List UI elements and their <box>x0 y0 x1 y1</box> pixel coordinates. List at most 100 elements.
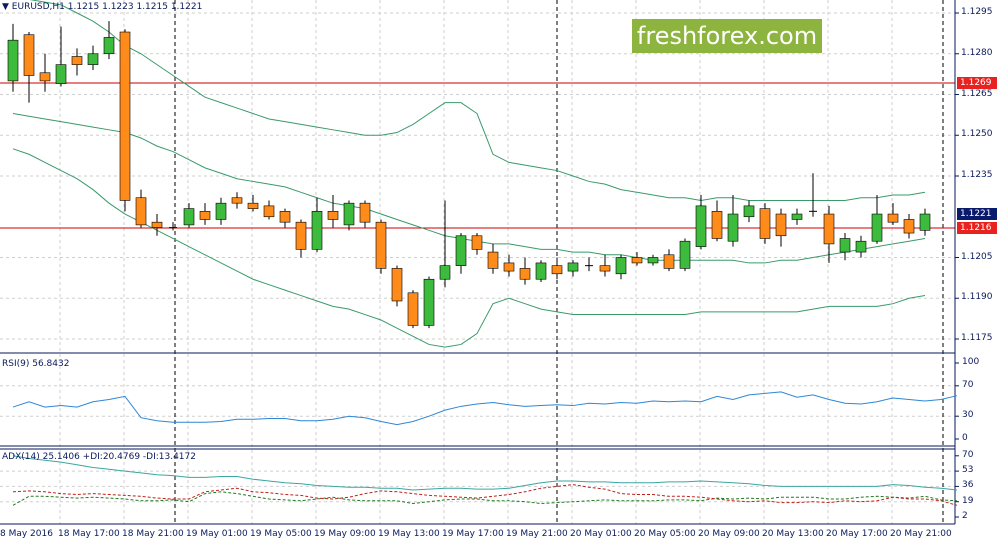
adx-tick-label: 70 <box>962 449 974 460</box>
adx-tick-label: 19 <box>962 495 974 506</box>
candle-bear <box>599 265 611 272</box>
level-1-price-tag: 1.1269 <box>957 77 997 89</box>
time-tick-label: 20 May 21:00 <box>890 529 952 539</box>
candle-bull <box>535 262 547 280</box>
adx-tick-label: 2 <box>962 511 968 521</box>
candle-bear <box>823 213 835 245</box>
plus-di-line <box>12 491 958 506</box>
candle-bear <box>711 211 723 239</box>
candle-bear <box>487 251 499 269</box>
adx-tick-label: 36 <box>962 480 974 491</box>
rsi-tick-label: 70 <box>962 379 974 390</box>
time-tick-label: 19 May 05:00 <box>250 529 312 539</box>
candle-bull <box>743 205 755 218</box>
candle-bear <box>119 31 131 201</box>
candle-bear <box>247 202 259 209</box>
rsi-line <box>12 391 958 426</box>
price-tick-label: 1.1295 <box>961 7 993 17</box>
candle-bear <box>503 262 515 272</box>
candle-bull <box>727 213 739 242</box>
candle-bull <box>679 240 691 269</box>
price-tick-label: 1.1280 <box>961 47 993 58</box>
candle-bear <box>551 265 563 275</box>
candle-bull <box>695 205 707 247</box>
candle-bull <box>183 208 195 226</box>
candle-bear <box>631 257 643 264</box>
price-tick-label: 1.1250 <box>961 129 993 140</box>
candle-bull <box>311 211 323 250</box>
time-tick-label: 19 May 13:00 <box>378 529 440 539</box>
candle-bear <box>663 254 675 269</box>
candle-bull <box>439 265 451 280</box>
time-tick-label: 18 May 21:00 <box>122 529 184 539</box>
candle-bear <box>471 235 483 250</box>
candle-bull <box>791 213 803 220</box>
rsi-tick-label: 0 <box>962 433 968 443</box>
collapse-triangle-icon[interactable]: ▼ <box>2 2 12 12</box>
candle-bear <box>71 56 83 65</box>
level-2-price-tag: 1.1216 <box>957 222 997 234</box>
adx-tick-label: 53 <box>962 465 974 476</box>
candle-bear <box>263 205 275 218</box>
candle-bear <box>295 221 307 250</box>
rsi-tick-label: 100 <box>962 357 980 367</box>
candle-bear <box>135 197 147 226</box>
candle-bull <box>871 213 883 242</box>
price-tick-label: 1.1265 <box>961 88 993 99</box>
time-tick-label: 19 May 17:00 <box>442 529 504 539</box>
time-tick-label: 18 May 17:00 <box>58 529 120 539</box>
candle-bear <box>887 213 899 223</box>
candle-bull <box>215 202 227 220</box>
candle-bear <box>775 213 787 237</box>
rsi-tick-label: 30 <box>962 410 974 421</box>
candle-bear <box>231 197 243 204</box>
time-tick-label: 20 May 13:00 <box>762 529 824 539</box>
bollinger-middle-line <box>12 113 926 264</box>
time-tick-label: 19 May 21:00 <box>506 529 568 539</box>
candle-bull <box>343 202 355 226</box>
time-tick-label: 19 May 09:00 <box>314 529 376 539</box>
price-tick-label: 1.1190 <box>961 292 993 303</box>
candle-bull <box>7 39 19 82</box>
current-price-tag: 1.1221 <box>957 208 997 220</box>
candle-bear <box>39 72 51 82</box>
time-tick-label: 20 May 01:00 <box>570 529 632 539</box>
price-tick-label: 1.1175 <box>961 333 993 343</box>
candle-bull <box>87 53 99 65</box>
candle-bull <box>855 240 867 253</box>
bollinger-lower-line <box>12 148 926 348</box>
candle-bull <box>615 257 627 275</box>
candle-bull <box>839 238 851 253</box>
rsi-label: RSI(9) 56.8432 <box>2 359 70 369</box>
candle-bear <box>23 34 35 76</box>
candle-bear <box>391 268 403 302</box>
candle-bear <box>407 292 419 326</box>
time-tick-label: 20 May 09:00 <box>698 529 760 539</box>
candle-bear <box>199 211 211 220</box>
bollinger-upper-line <box>29 0 926 201</box>
candle-bear <box>519 268 531 280</box>
time-tick-label: 20 May 05:00 <box>634 529 696 539</box>
time-tick-label: 20 May 17:00 <box>826 529 888 539</box>
candle-bear <box>759 208 771 239</box>
candle-bull <box>423 278 435 326</box>
price-tick-label: 1.1235 <box>961 170 993 180</box>
symbol-info: ▼ EURUSD,H1 1.1215 1.1223 1.1215 1.1221 <box>2 2 202 12</box>
candle-bear <box>903 219 915 234</box>
candle-bull <box>55 64 67 84</box>
candle-bear <box>279 211 291 223</box>
candle-bear <box>327 211 339 220</box>
candle-bear <box>375 221 387 269</box>
time-tick-label: 19 May 01:00 <box>186 529 248 539</box>
candle-bull <box>103 37 115 55</box>
price-tick-label: 1.1205 <box>961 251 993 262</box>
candle-bull <box>455 235 467 266</box>
minus-di-line <box>12 484 958 506</box>
candle-bull <box>647 257 659 264</box>
watermark-logo: freshforex.com <box>632 19 822 53</box>
candle-bear <box>359 202 371 223</box>
symbol-info-text: EURUSD,H1 1.1215 1.1223 1.1215 1.1221 <box>11 2 203 12</box>
candle-bear <box>151 221 163 228</box>
time-tick-label: 8 May 2016 <box>0 529 53 539</box>
